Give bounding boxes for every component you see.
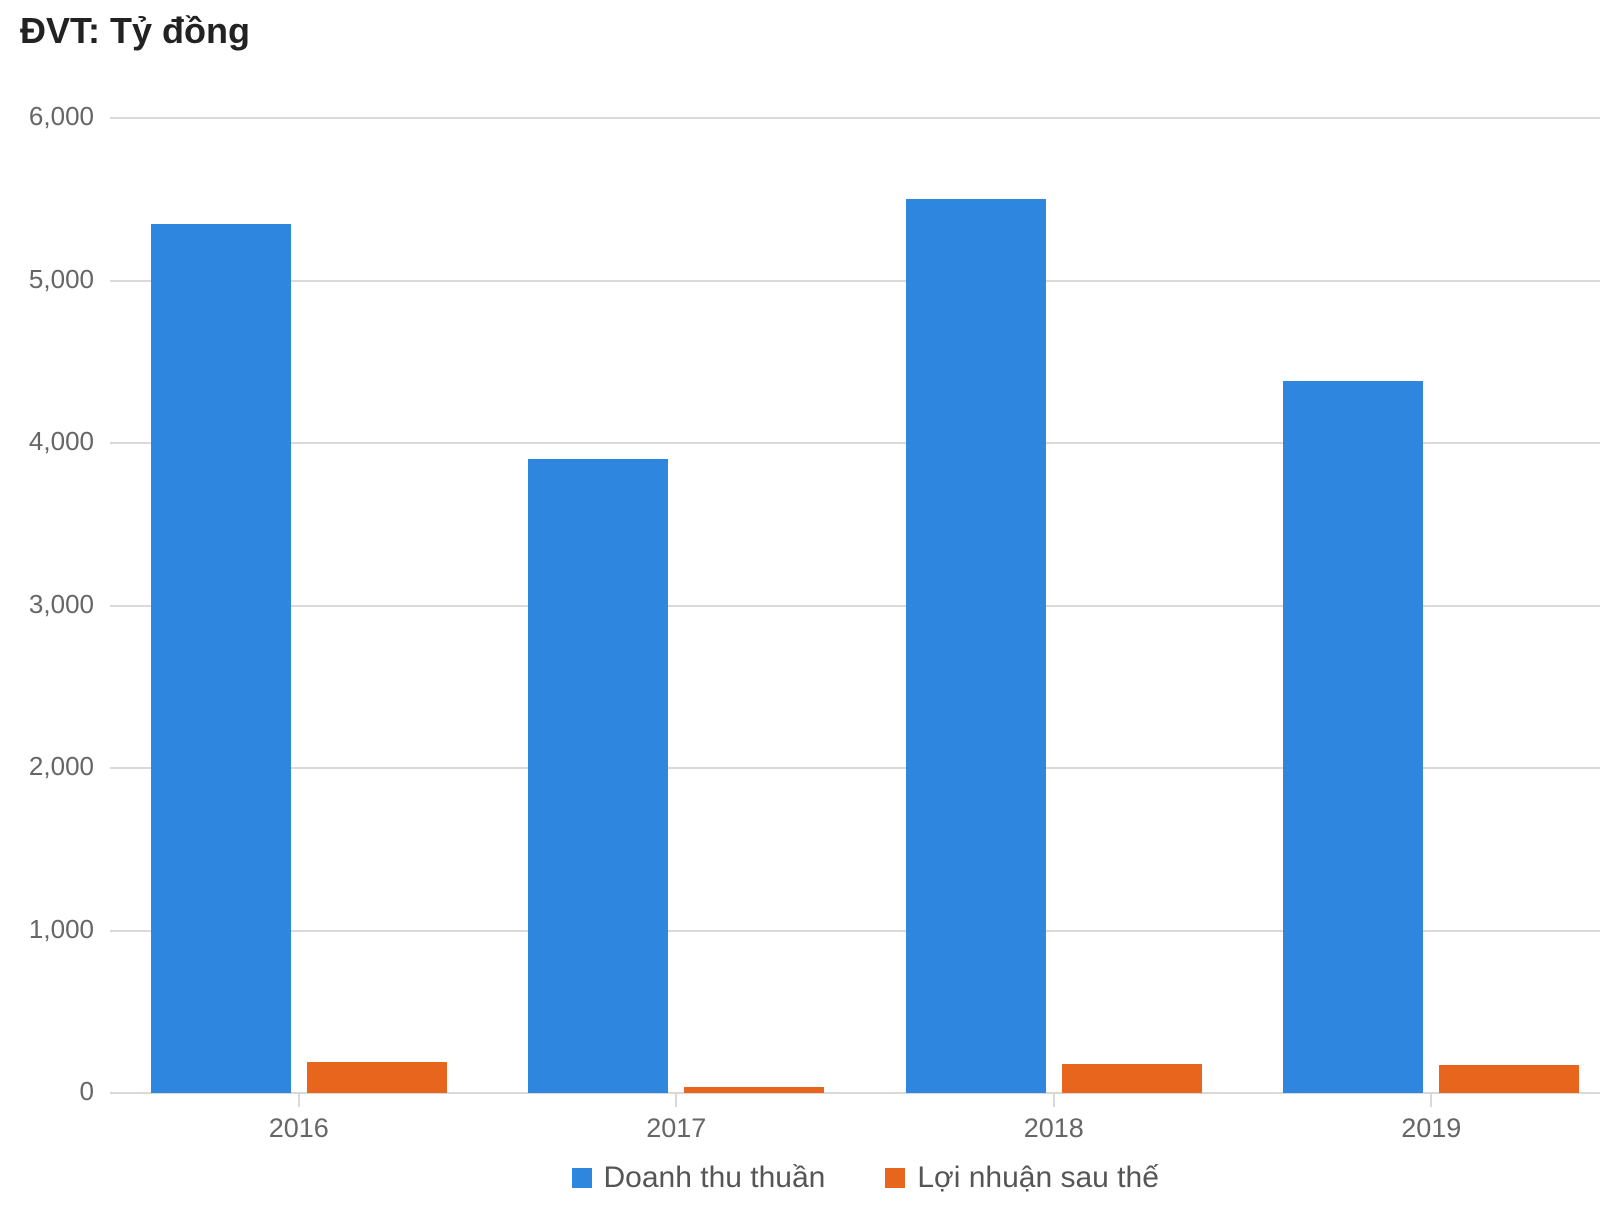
legend-label: Doanh thu thuần [604, 1161, 826, 1195]
bar [1062, 1064, 1202, 1093]
bar [307, 1062, 447, 1093]
y-tick-label: 3,000 [20, 589, 94, 620]
grid-line [110, 117, 1600, 119]
x-tick-label: 2016 [199, 1113, 399, 1144]
x-tick-mark [298, 1093, 300, 1107]
legend-swatch [885, 1168, 905, 1188]
x-tick-mark [675, 1093, 677, 1107]
bar [684, 1087, 824, 1094]
y-tick-label: 2,000 [20, 751, 94, 782]
x-tick-label: 2018 [954, 1113, 1154, 1144]
legend-swatch [572, 1168, 592, 1188]
bar [906, 199, 1046, 1093]
chart-title: ĐVT: Tỷ đồng [20, 10, 1580, 52]
chart-container: ĐVT: Tỷ đồng 0 1,000 2,000 3,000 4,000 5,000 6… [0, 0, 1600, 1157]
chart-plot-area: 0 1,000 2,000 3,000 4,000 5,000 6,000 2016 2017 2… [20, 62, 1600, 1213]
legend-item: Lợi nhuận sau thế [885, 1161, 1159, 1195]
y-tick-label: 6,000 [20, 101, 94, 132]
y-tick-label: 4,000 [20, 426, 94, 457]
bar [528, 459, 668, 1093]
y-tick-label: 5,000 [20, 264, 94, 295]
bar [1283, 381, 1423, 1093]
y-tick-label: 1,000 [20, 914, 94, 945]
x-tick-mark [1053, 1093, 1055, 1107]
x-tick-mark [1430, 1093, 1432, 1107]
x-tick-label: 2019 [1331, 1113, 1531, 1144]
grid-line [110, 280, 1600, 282]
legend-item: Doanh thu thuần [572, 1161, 826, 1195]
bar [151, 224, 291, 1093]
y-tick-label: 0 [20, 1076, 94, 1107]
legend-label: Lợi nhuận sau thế [917, 1161, 1159, 1195]
legend: Doanh thu thuần Lợi nhuận sau thế [572, 1161, 1159, 1195]
x-tick-label: 2017 [576, 1113, 776, 1144]
bar [1439, 1065, 1579, 1093]
